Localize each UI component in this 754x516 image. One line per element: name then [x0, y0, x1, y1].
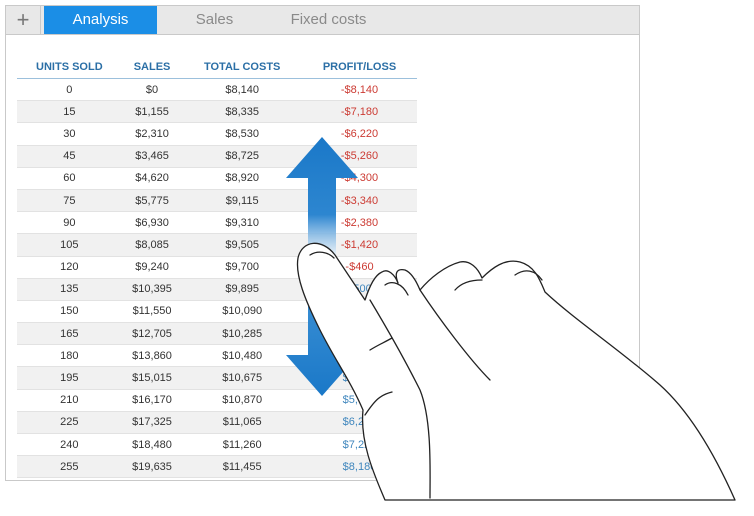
cell: 0 [17, 78, 122, 102]
tab[interactable]: Analysis [44, 6, 157, 34]
cell: $9,895 [182, 278, 302, 301]
cell: $10,285 [182, 322, 302, 346]
table-row: 225 $17,325 $11,065 $6,260 [17, 411, 417, 435]
cell: $2,310 [121, 122, 183, 146]
cell: $17,325 [121, 411, 183, 435]
column-header: SALES [121, 55, 183, 79]
cell: $0 [121, 78, 183, 102]
cell: $8,920 [182, 167, 302, 190]
tab[interactable]: Fixed costs [290, 11, 367, 28]
cell: $10,675 [182, 366, 302, 390]
cell: 195 [17, 366, 122, 390]
column-header: UNITS SOLD [17, 55, 122, 79]
table-row: 75 $5,775 $9,115 -$3,340 [17, 189, 417, 213]
cell: $12,705 [121, 322, 183, 346]
cell: 90 [17, 211, 122, 235]
cell: 105 [17, 233, 122, 257]
cell: $8,725 [182, 145, 302, 168]
tab[interactable]: Sales [195, 11, 234, 28]
cell: $9,700 [182, 256, 302, 279]
cell: $16,170 [121, 389, 183, 412]
cell: $10,480 [182, 344, 302, 368]
cell: -$8,140 [302, 78, 417, 102]
cell: -$6,220 [302, 122, 417, 146]
table-row: 210$16,170$10,870$5,300 [17, 389, 417, 412]
cell: 210 [17, 389, 122, 412]
cell: 75 [17, 189, 122, 213]
tab-bar: + Analysis Sales Fixed costs [5, 5, 640, 35]
cell: $9,240 [121, 256, 183, 279]
cell: $19,635 [121, 455, 183, 479]
cell: $13,860 [121, 344, 183, 368]
cell: $11,455 [182, 455, 302, 479]
cell: 165 [17, 322, 122, 346]
cell: 135 [17, 278, 122, 301]
cell: 60 [17, 167, 122, 190]
header-row: UNITS SOLD SALES TOTAL COSTS PROFIT/LOSS [17, 55, 417, 79]
table-row: 60 $4,620 $8,920 -$4,300 [17, 167, 417, 190]
cell: $11,550 [121, 300, 183, 324]
cell: 120 [17, 256, 122, 279]
cell: $3,465 [121, 145, 183, 168]
table-row: 30 $2,310 $8,530 -$6,220 [17, 122, 417, 146]
cell: $18,480 [121, 433, 183, 457]
cell: $9,505 [182, 233, 302, 257]
cell: $1,155 [121, 100, 183, 124]
table-row: 0 $0 $8,140 -$8,140 [17, 78, 417, 102]
cell: $6,930 [121, 211, 183, 235]
cell: $15,015 [121, 366, 183, 390]
column-header: TOTAL COSTS [182, 55, 302, 79]
cell: $9,310 [182, 211, 302, 235]
cell: $8,335 [182, 100, 302, 124]
cell: 30 [17, 122, 122, 146]
cell: 240 [17, 433, 122, 457]
table-row: 15 $1,155 $8,335 -$7,180 [17, 100, 417, 124]
cell: $8,140 [182, 78, 302, 102]
cell: 45 [17, 145, 122, 168]
cell: $9,115 [182, 189, 302, 213]
cell: $10,870 [182, 389, 302, 412]
cell: $10,090 [182, 300, 302, 324]
column-header: PROFIT/LOSS [302, 55, 417, 79]
cell: 225 [17, 411, 122, 435]
cell: $4,620 [121, 167, 183, 190]
cell: $5,775 [121, 189, 183, 213]
cell: 180 [17, 344, 122, 368]
table-row: 45 $3,465 $8,725 -$5,260 [17, 145, 417, 168]
add-button[interactable]: + [6, 6, 41, 34]
cell: 150 [17, 300, 122, 324]
cell: 255 [17, 455, 122, 479]
cell: -$7,180 [302, 100, 417, 124]
cell: 15 [17, 100, 122, 124]
cell: $8,085 [121, 233, 183, 257]
hand [296, 242, 736, 501]
cell: $10,395 [121, 278, 183, 301]
cell: $11,065 [182, 411, 302, 435]
cell: $8,530 [182, 122, 302, 146]
cell: $11,260 [182, 433, 302, 457]
